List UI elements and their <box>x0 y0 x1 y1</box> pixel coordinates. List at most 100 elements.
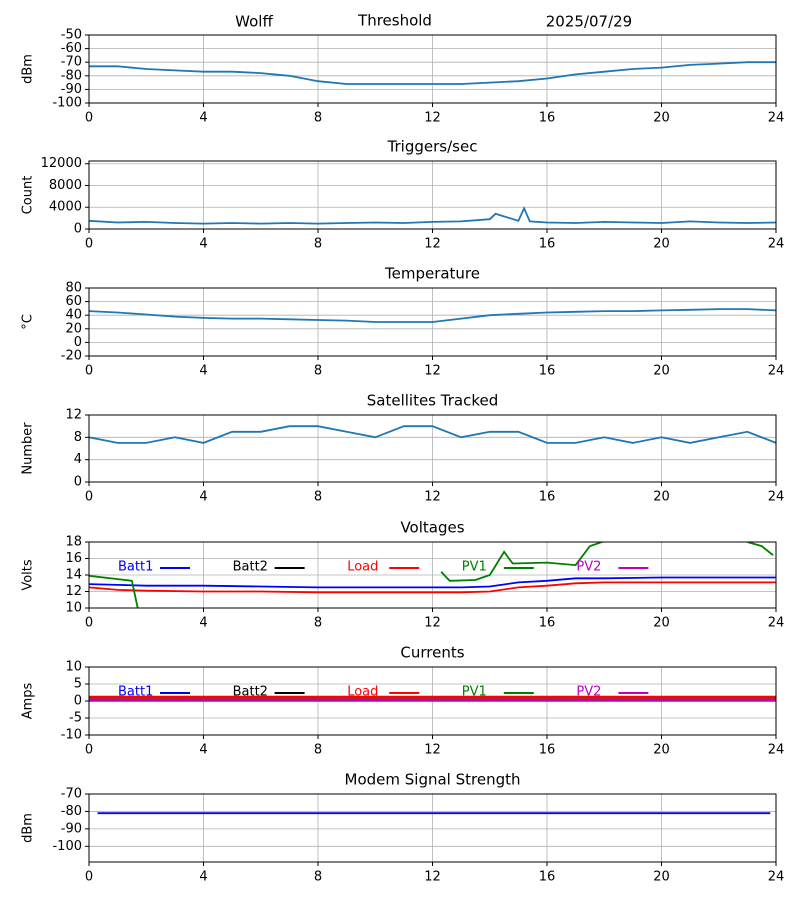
y-axis-label: dBm <box>21 54 36 84</box>
x-tick-label: 8 <box>314 870 322 885</box>
x-tick-label: 0 <box>85 743 93 758</box>
legend-label: PV2 <box>576 685 601 700</box>
x-tick-label: 0 <box>85 870 93 885</box>
x-tick-label: 12 <box>424 743 441 758</box>
legend-label: Batt1 <box>118 560 153 575</box>
x-tick-label: 0 <box>85 364 93 379</box>
line-series <box>89 576 776 589</box>
x-tick-label: 8 <box>314 743 322 758</box>
x-tick-label: 16 <box>539 364 556 379</box>
chart-title: Voltages <box>400 519 464 537</box>
y-tick-label: -60 <box>61 41 82 56</box>
x-tick-label: 20 <box>653 111 670 126</box>
y-tick-label: -90 <box>61 821 82 836</box>
x-tick-label: 4 <box>199 616 207 631</box>
y-tick-label: 0 <box>74 475 82 490</box>
x-tick-label: 20 <box>653 743 670 758</box>
legend-label: PV1 <box>462 685 487 700</box>
y-axis-label: Count <box>21 176 36 215</box>
y-tick-label: 4000 <box>49 200 82 215</box>
plot-frame <box>88 666 777 736</box>
y-tick-label: 60 <box>65 294 82 309</box>
x-tick-label: 0 <box>85 237 93 252</box>
x-tick-label: 12 <box>424 616 441 631</box>
x-tick-label: 20 <box>653 237 670 252</box>
line-series <box>89 308 776 323</box>
y-tick-label: 12000 <box>41 156 82 171</box>
x-tick-label: 4 <box>199 743 207 758</box>
y-axis-label: Volts <box>21 559 36 591</box>
x-tick-label: 20 <box>653 364 670 379</box>
line-series <box>89 581 776 594</box>
plot-frame <box>88 34 777 104</box>
x-tick-label: 24 <box>768 743 785 758</box>
y-tick-label: -100 <box>52 96 82 111</box>
x-tick-label: 0 <box>85 616 93 631</box>
y-tick-label: -80 <box>61 68 82 83</box>
date: 2025/07/29 <box>546 13 632 31</box>
x-tick-label: 24 <box>768 490 785 505</box>
legend-label: Load <box>347 685 378 700</box>
y-axis-label: dBm <box>21 813 36 843</box>
line-series <box>89 542 774 608</box>
y-tick-label: -70 <box>61 787 82 802</box>
y-tick-label: 80 <box>65 281 82 296</box>
x-tick-label: 16 <box>539 237 556 252</box>
x-tick-label: 24 <box>768 616 785 631</box>
station-name: Wolff <box>235 13 273 31</box>
chart-title: Satellites Tracked <box>367 392 498 410</box>
y-tick-label: -90 <box>61 82 82 97</box>
y-tick-label: -20 <box>61 349 82 364</box>
y-tick-label: -5 <box>69 711 82 726</box>
chart-title: Modem Signal Strength <box>345 771 521 789</box>
x-tick-label: 4 <box>199 237 207 252</box>
y-tick-label: 10 <box>65 601 82 616</box>
y-tick-label: 0 <box>74 694 82 709</box>
y-tick-label: 40 <box>65 308 82 323</box>
line-series <box>89 425 776 444</box>
legend-label: Batt2 <box>233 685 268 700</box>
legend-label: Load <box>347 560 378 575</box>
x-tick-label: 12 <box>424 237 441 252</box>
x-tick-label: 12 <box>424 490 441 505</box>
y-tick-label: -70 <box>61 55 82 70</box>
y-tick-label: 14 <box>65 568 82 583</box>
plot-frame <box>88 541 777 609</box>
line-series <box>89 61 776 85</box>
plot-frame <box>88 287 777 357</box>
chart-title: Currents <box>400 644 464 662</box>
x-tick-label: 20 <box>653 490 670 505</box>
x-tick-label: 16 <box>539 490 556 505</box>
chart-title: Triggers/sec <box>387 138 478 156</box>
y-tick-label: 5 <box>74 677 82 692</box>
y-axis-label: Number <box>21 422 36 475</box>
y-tick-label: 4 <box>74 452 82 467</box>
x-tick-label: 4 <box>199 870 207 885</box>
y-tick-label: 16 <box>65 551 82 566</box>
y-tick-label: -10 <box>61 728 82 743</box>
x-tick-label: 24 <box>768 364 785 379</box>
y-tick-label: 20 <box>65 321 82 336</box>
x-tick-label: 4 <box>199 111 207 126</box>
y-tick-label: -100 <box>52 839 82 854</box>
chart-title: Threshold <box>357 12 432 30</box>
x-tick-label: 4 <box>199 364 207 379</box>
x-tick-label: 0 <box>85 111 93 126</box>
legend-label: Batt2 <box>233 560 268 575</box>
y-tick-label: 0 <box>74 222 82 237</box>
plot-frame <box>88 414 777 483</box>
x-tick-label: 0 <box>85 490 93 505</box>
x-tick-label: 16 <box>539 870 556 885</box>
y-tick-label: 0 <box>74 335 82 350</box>
x-tick-label: 8 <box>314 364 322 379</box>
plot-frame <box>88 793 777 863</box>
legend-label: PV2 <box>576 560 601 575</box>
x-tick-label: 24 <box>768 111 785 126</box>
x-tick-label: 8 <box>314 111 322 126</box>
x-tick-label: 16 <box>539 616 556 631</box>
x-tick-label: 24 <box>768 237 785 252</box>
x-tick-label: 12 <box>424 111 441 126</box>
y-tick-label: 8 <box>74 430 82 445</box>
x-tick-label: 20 <box>653 616 670 631</box>
